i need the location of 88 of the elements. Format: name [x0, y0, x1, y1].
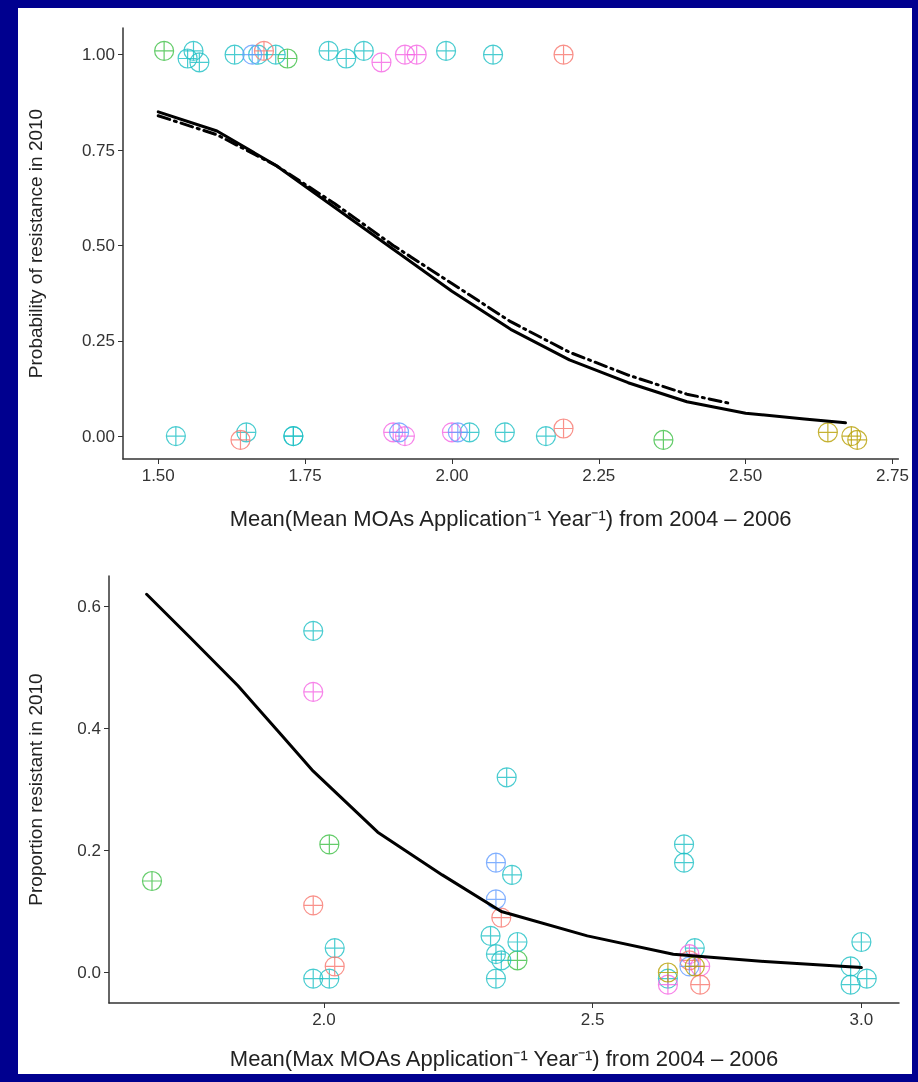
x-tick-label: 1.75	[288, 466, 322, 485]
point	[657, 974, 679, 995]
point	[336, 48, 357, 69]
y-axis-title: Proportion resistant in 2010	[25, 673, 46, 906]
point	[236, 422, 257, 443]
point	[491, 907, 512, 928]
point	[154, 40, 175, 61]
point	[371, 52, 392, 73]
point	[553, 44, 574, 65]
point	[851, 931, 872, 953]
point	[441, 422, 463, 443]
point	[485, 889, 507, 910]
y-tick-label: 0.00	[81, 426, 115, 446]
line-series	[145, 592, 863, 970]
point	[406, 44, 427, 65]
x-tick-label: 2.5	[580, 1010, 605, 1029]
point	[230, 429, 251, 451]
point	[507, 931, 528, 953]
y-tick-label: 0.6	[77, 597, 101, 616]
point	[535, 426, 557, 447]
point	[485, 968, 507, 989]
line-series	[156, 110, 847, 425]
point	[657, 962, 679, 983]
y-tick-label: 0.2	[77, 841, 101, 860]
point	[189, 52, 210, 73]
point	[394, 44, 416, 65]
point	[319, 968, 340, 989]
point	[141, 870, 163, 892]
point	[817, 422, 838, 443]
point	[277, 48, 298, 69]
point	[553, 418, 574, 439]
point	[383, 422, 404, 443]
point	[253, 40, 275, 61]
x-tick-label: 2.50	[729, 466, 763, 485]
point	[303, 895, 324, 916]
x-tick-label: 3.0	[849, 1010, 874, 1029]
point	[248, 44, 269, 65]
point	[856, 968, 877, 989]
point	[303, 681, 324, 702]
point	[841, 426, 862, 447]
point	[847, 429, 868, 451]
y-tick-label: 0.0	[77, 963, 101, 982]
point	[501, 864, 523, 885]
point	[679, 950, 700, 971]
point	[177, 48, 198, 69]
x-axis-title: Mean(Mean MOAs Application⁻¹ Year⁻¹) from 2004 – 2006	[229, 505, 792, 531]
point	[318, 40, 339, 61]
point	[183, 40, 204, 61]
point	[684, 956, 705, 977]
y-tick-label: 0.25	[81, 331, 115, 351]
point	[394, 426, 416, 447]
point	[388, 422, 410, 443]
point	[507, 950, 528, 971]
y-tick-label: 0.75	[81, 140, 115, 160]
x-tick-label: 2.0	[312, 1010, 336, 1029]
point	[353, 40, 374, 61]
y-axis-title: Probability of resistance in 2010	[25, 108, 46, 379]
point	[679, 956, 700, 977]
point	[447, 422, 468, 443]
y-tick-label: 0.4	[77, 719, 101, 738]
point	[324, 956, 345, 977]
x-tick-label: 1.50	[141, 466, 175, 485]
point	[459, 422, 480, 443]
point	[265, 44, 286, 65]
point	[491, 950, 512, 971]
point	[690, 974, 711, 995]
point	[485, 944, 507, 965]
point	[165, 426, 186, 447]
point	[224, 44, 245, 65]
point	[242, 44, 263, 65]
point	[324, 938, 345, 959]
point	[653, 429, 674, 451]
point	[303, 968, 324, 989]
point	[480, 925, 501, 946]
y-tick-label: 0.50	[81, 235, 115, 255]
x-tick-label: 2.75	[875, 466, 910, 485]
x-tick-label: 2.00	[435, 466, 469, 485]
point	[496, 767, 517, 788]
point	[303, 620, 324, 641]
point	[482, 44, 504, 65]
point	[435, 40, 457, 61]
x-tick-label: 2.25	[582, 466, 616, 485]
point	[319, 834, 340, 855]
point	[657, 968, 679, 989]
point	[494, 422, 515, 443]
x-axis-title: Mean(Max MOAs Application⁻¹ Year⁻¹) from 2004 – 2006	[229, 1045, 779, 1071]
y-tick-label: 1.00	[81, 45, 115, 65]
point	[485, 852, 507, 873]
